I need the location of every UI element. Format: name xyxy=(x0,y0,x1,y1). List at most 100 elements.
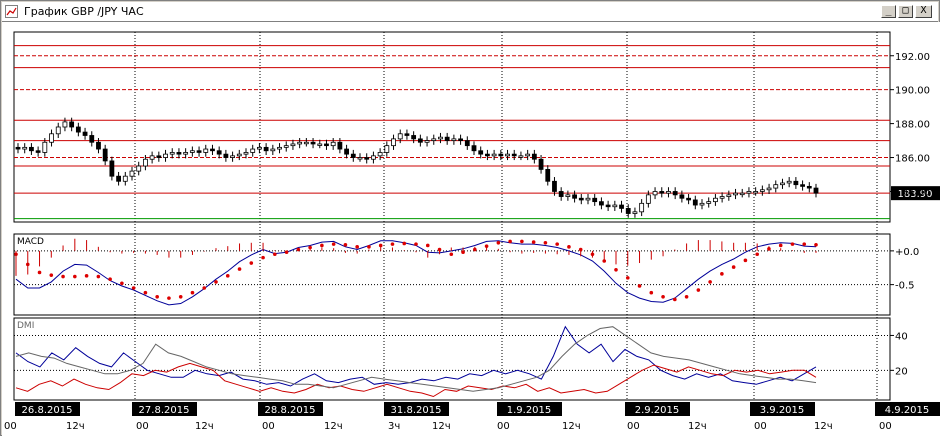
candle-body xyxy=(364,157,370,160)
candle-body xyxy=(612,204,618,208)
maximize-button[interactable]: □ xyxy=(898,5,913,18)
candle-body xyxy=(169,152,175,155)
macd-panel-signal-dot xyxy=(284,250,289,255)
candle-body xyxy=(330,141,336,147)
macd-panel-signal-dot xyxy=(637,284,642,288)
candle-body xyxy=(230,155,235,158)
chart-area[interactable]: 183.90 192.00 190.00 188.00 186.00 184.00 +0.0… xyxy=(2,22,940,436)
dmi-panel-series-line-0 xyxy=(15,325,817,387)
date-label: 4.9.2015 xyxy=(885,405,930,416)
candle-body xyxy=(397,133,403,140)
candle-body xyxy=(585,197,591,201)
price-panel-tick-label: 188.00 xyxy=(895,120,930,131)
macd-panel-signal-dot xyxy=(496,240,501,245)
candle-body xyxy=(619,204,624,209)
candle-body xyxy=(558,191,564,197)
macd-panel-signal-dot xyxy=(414,242,418,246)
date-label-box xyxy=(497,402,562,416)
hour-label: 00 xyxy=(262,421,275,432)
candle-body xyxy=(129,170,135,177)
macd-panel-signal-dot xyxy=(708,280,712,284)
candle-body xyxy=(511,153,517,157)
candle-body xyxy=(438,136,443,140)
close-icon: X xyxy=(920,5,927,16)
candle-body xyxy=(317,143,323,146)
hour-label: 12ч xyxy=(814,421,833,432)
macd-panel-signal-dot xyxy=(531,240,536,244)
hour-label: 00 xyxy=(754,421,767,432)
candle-body xyxy=(659,191,665,194)
macd-panel-signal-dot xyxy=(508,239,512,244)
candle-body xyxy=(726,194,732,197)
chart-app-icon xyxy=(5,5,18,18)
candle-body xyxy=(15,146,21,150)
candle-body xyxy=(719,196,725,199)
candle-body xyxy=(578,197,584,201)
candle-body xyxy=(458,138,463,141)
macd-panel-signal-dot xyxy=(37,270,42,275)
dmi-panel-frame xyxy=(13,317,891,401)
macd-panel-signal-dot xyxy=(790,242,795,246)
candle-body xyxy=(337,141,343,150)
macd-panel-signal-dot xyxy=(649,290,654,295)
candle-body xyxy=(22,146,28,150)
current-price-badge xyxy=(891,186,940,201)
candle-body xyxy=(806,185,812,189)
candle-body xyxy=(156,155,162,158)
candle-body xyxy=(733,192,738,196)
close-button[interactable]: X xyxy=(915,5,932,18)
candle-body xyxy=(250,148,256,153)
candle-body xyxy=(531,153,537,160)
macd-panel-signal-dot xyxy=(84,274,89,278)
candle-body xyxy=(773,184,779,189)
macd-panel-signal-dot xyxy=(425,243,430,248)
hour-label: 00 xyxy=(136,421,149,432)
candle-body xyxy=(263,146,269,152)
macd-panel-tick-label: -0.5 xyxy=(895,281,915,292)
macd-panel-signal-dot xyxy=(378,243,383,248)
macd-panel-signal-dot xyxy=(155,294,159,299)
chart-canvas[interactable]: 183.90 192.00 190.00 188.00 186.00 184.00 +0.0… xyxy=(2,22,940,436)
macd-panel-signal-dot xyxy=(755,252,759,257)
hour-label: 3ч xyxy=(388,421,400,432)
date-label: 3.9.2015 xyxy=(760,405,805,416)
macd-panel-signal-dot xyxy=(461,250,465,255)
candle-body xyxy=(552,180,557,192)
candle-body xyxy=(706,201,712,204)
minimize-button[interactable]: _ xyxy=(881,5,896,18)
macd-panel-signal-dot xyxy=(202,286,207,290)
price-panel-tick-label: 184.00 xyxy=(895,187,930,198)
macd-panel-signal-dot xyxy=(96,274,101,279)
macd-panel-signal-dot xyxy=(331,242,336,246)
candle-body xyxy=(505,153,510,157)
candle-body xyxy=(357,157,363,160)
candle-body xyxy=(545,169,551,182)
candle-body xyxy=(404,133,410,136)
candle-body xyxy=(444,136,450,141)
macd-panel-signal-dot xyxy=(390,242,395,246)
date-label-box xyxy=(258,402,323,416)
candle-body xyxy=(371,155,376,160)
dmi-panel-series-line-2 xyxy=(15,326,817,392)
macd-panel-signal-dot xyxy=(802,242,807,246)
macd-panel-signal-dot xyxy=(367,245,371,249)
candle-body xyxy=(163,153,168,158)
candle-body xyxy=(652,191,658,196)
macd-panel-signal-dot xyxy=(131,286,136,290)
candle-body xyxy=(102,148,108,162)
candle-body xyxy=(183,152,189,155)
macd-panel-signal-dot xyxy=(743,258,748,263)
candle-body xyxy=(143,158,148,167)
macd-panel-signal-dot xyxy=(402,241,407,246)
macd-panel-signal-dot xyxy=(120,281,124,286)
candle-body xyxy=(136,165,142,172)
macd-panel-signal-dot xyxy=(520,239,524,244)
candle-body xyxy=(565,194,571,197)
macd-panel-signal-dot xyxy=(343,243,348,247)
maximize-icon: □ xyxy=(902,5,909,16)
candle-body xyxy=(49,133,54,143)
macd-panel-signal-dot xyxy=(237,267,242,271)
candle-body xyxy=(572,194,577,199)
date-label: 27.8.2015 xyxy=(139,405,190,416)
date-label-box xyxy=(384,402,449,416)
